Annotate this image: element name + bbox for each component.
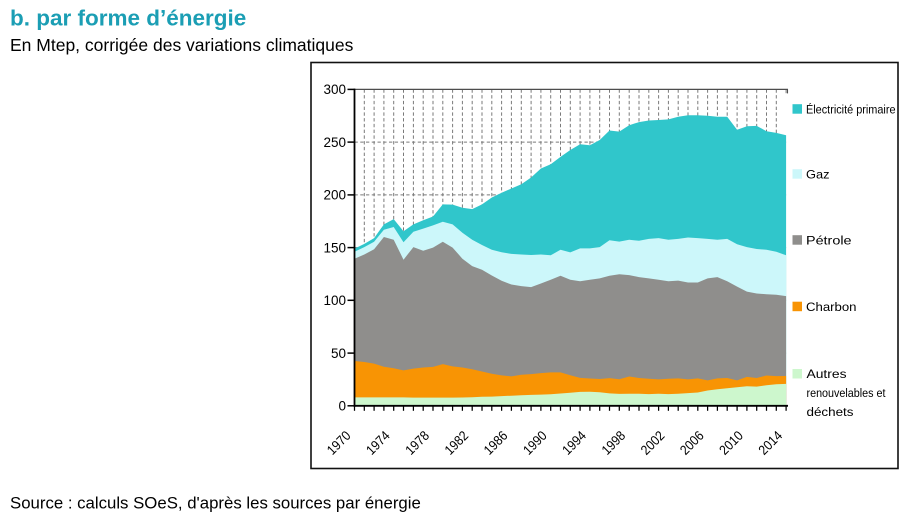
svg-text:150: 150: [323, 240, 346, 255]
svg-text:Pétrole: Pétrole: [806, 233, 852, 247]
svg-text:Charbon: Charbon: [806, 300, 857, 314]
svg-text:0: 0: [338, 399, 346, 414]
svg-text:100: 100: [323, 293, 346, 308]
svg-text:renouvelables et: renouvelables et: [807, 386, 887, 400]
svg-text:50: 50: [331, 346, 346, 361]
svg-text:200: 200: [323, 188, 346, 203]
svg-text:Source : calculs SOeS, d'après: Source : calculs SOeS, d'après les sourc…: [10, 493, 421, 512]
svg-text:déchets: déchets: [807, 405, 854, 419]
svg-text:En Mtep, corrigée des variatio: En Mtep, corrigée des variations climati…: [10, 35, 354, 55]
svg-text:250: 250: [323, 135, 346, 150]
svg-text:Gaz: Gaz: [806, 167, 830, 181]
svg-text:Autres: Autres: [807, 367, 847, 381]
svg-text:b. par forme d’énergie: b. par forme d’énergie: [10, 6, 246, 31]
svg-text:300: 300: [323, 82, 346, 97]
svg-text:Électricité primaire: Électricité primaire: [806, 101, 896, 116]
